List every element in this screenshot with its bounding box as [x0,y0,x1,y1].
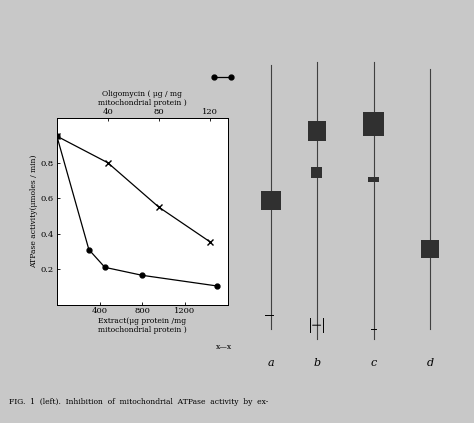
FancyBboxPatch shape [368,177,379,182]
FancyBboxPatch shape [363,112,384,136]
Text: a: a [268,358,274,368]
Text: FIG.  1  (left).  Inhibition  of  mitochondrial  ATPase  activity  by  ex-: FIG. 1 (left). Inhibition of mitochondri… [9,398,269,406]
FancyBboxPatch shape [261,191,282,210]
X-axis label: Extract(μg protein /mg
mitochondrial protein ): Extract(μg protein /mg mitochondrial pro… [98,317,187,334]
Y-axis label: ATPase activity(μmoles / min): ATPase activity(μmoles / min) [30,155,38,268]
X-axis label: Oligomycin ( μg / mg
mitochondrial protein ): Oligomycin ( μg / mg mitochondrial prote… [98,90,187,107]
FancyBboxPatch shape [308,121,326,141]
Text: d: d [427,358,434,368]
Text: c: c [370,358,377,368]
Text: b: b [313,358,320,368]
FancyBboxPatch shape [421,240,439,258]
FancyBboxPatch shape [311,168,322,178]
Text: x—x: x—x [216,343,232,351]
